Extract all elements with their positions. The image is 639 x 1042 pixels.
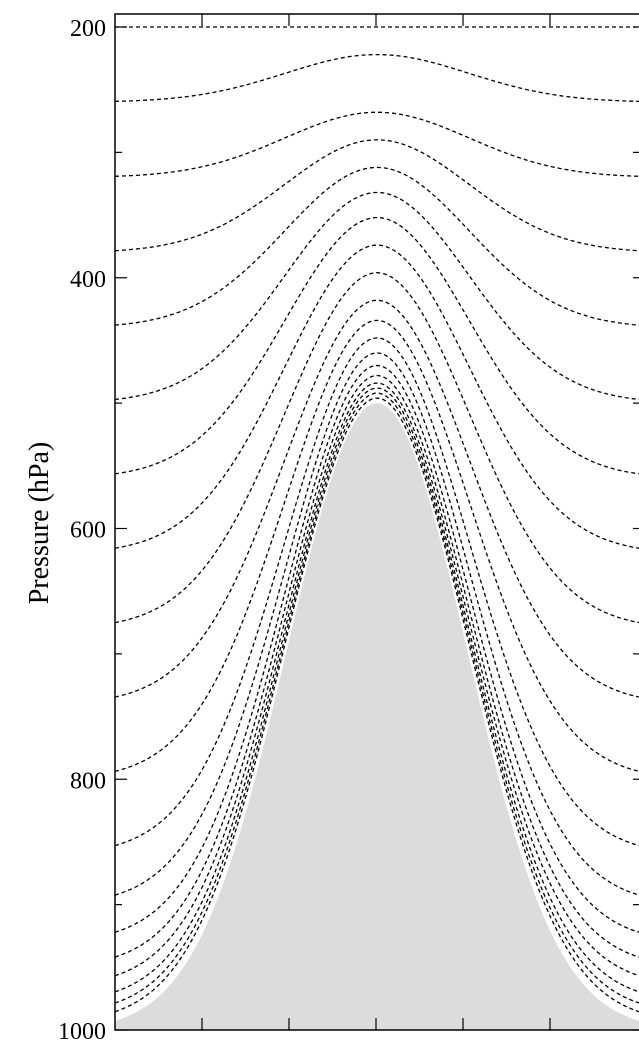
pressure-level-line-11 xyxy=(114,319,639,772)
pressure-level-line-8 xyxy=(114,244,639,549)
pressure-level-line-19 xyxy=(114,397,639,1013)
pressure-level-line-12 xyxy=(114,337,639,847)
pressure-level-line-14 xyxy=(114,364,639,933)
pressure-level-line-7 xyxy=(114,216,639,475)
pressure-level-lines xyxy=(114,26,639,1013)
y-tick-labels: 200 400 600 800 1000 xyxy=(58,16,106,1042)
pressure-level-line-6 xyxy=(114,191,639,401)
pressure-level-line-9 xyxy=(114,272,639,624)
pressure-level-line-16 xyxy=(114,382,639,977)
pressure-level-line-17 xyxy=(114,387,639,993)
y-tick-label: 200 xyxy=(70,16,106,42)
pressure-level-line-4 xyxy=(114,139,639,252)
y-tick-label: 600 xyxy=(70,518,106,544)
pressure-level-line-15 xyxy=(114,374,639,958)
pressure-level-line-2 xyxy=(114,53,639,103)
pressure-level-line-10 xyxy=(114,299,639,698)
pressure-level-line-13 xyxy=(114,352,639,896)
axis-ticks xyxy=(115,14,639,1031)
plot-frame xyxy=(114,13,639,1031)
y-axis-title: Pressure (hPa) xyxy=(24,442,55,605)
terrain-fill xyxy=(115,403,639,1031)
y-tick-label: 400 xyxy=(70,267,106,293)
y-tick-label: 1000 xyxy=(58,1019,106,1042)
y-tick-label: 800 xyxy=(70,768,106,794)
pressure-level-line-3 xyxy=(114,111,639,177)
pressure-level-line-5 xyxy=(114,166,639,326)
terrain-area xyxy=(115,403,639,1031)
